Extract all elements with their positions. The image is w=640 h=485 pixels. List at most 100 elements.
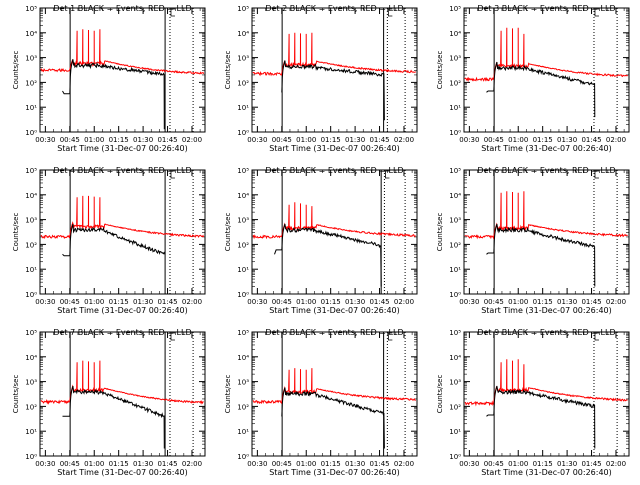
- panel-title: Det 7 BLACK = Events, RED = LLD: [53, 328, 191, 337]
- y-tick-label: 10²: [449, 403, 461, 411]
- y-tick-label: 10²: [25, 79, 37, 87]
- x-axis-label: Start Time (31-Dec-07 00:26:40): [481, 144, 612, 153]
- y-tick-label: 10²: [449, 241, 461, 249]
- y-tick-label: 10²: [237, 403, 249, 411]
- x-tick-label: 02:00: [606, 298, 626, 306]
- panel-title: Det 3 BLACK = Events, RED = LLD: [477, 4, 615, 13]
- y-tick-label: 10⁵: [449, 167, 461, 175]
- x-tick-label: 00:45: [272, 298, 292, 306]
- x-tick-label: 01:00: [508, 298, 528, 306]
- y-tick-label: 10⁴: [449, 192, 461, 200]
- x-tick-label: 01:45: [369, 298, 389, 306]
- x-tick-label: 00:45: [484, 298, 504, 306]
- x-tick-label: 00:30: [35, 136, 55, 144]
- x-tick-label: 02:00: [394, 460, 414, 468]
- panel-title: Det 2 BLACK = Events, RED = LLD: [265, 4, 403, 13]
- panel-title: Det 6 BLACK = Events, RED = LLD: [477, 166, 615, 175]
- x-tick-label: 01:15: [533, 460, 553, 468]
- x-tick-label: 01:00: [508, 460, 528, 468]
- panel-det-1: 10⁰ 10¹ 10² 10³ 10⁴ 10⁵ 00:30 00:45 01:00 01:15 01…: [12, 4, 206, 153]
- y-tick-label: 10⁰: [449, 129, 461, 137]
- panel-det-5: 10⁰ 10¹ 10² 10³ 10⁴ 10⁵ 00:30 00:45 01:00 01:15 01…: [224, 166, 418, 315]
- marker-bracket: [170, 332, 175, 341]
- y-tick-label: 10⁵: [449, 329, 461, 337]
- x-tick-label: 01:00: [84, 460, 104, 468]
- x-tick-label: 01:00: [508, 136, 528, 144]
- y-tick-label: 10¹: [449, 104, 461, 112]
- y-tick-label: 10³: [25, 55, 37, 63]
- events-series-line: [281, 60, 385, 121]
- x-tick-label: 01:00: [84, 136, 104, 144]
- x-tick-label: 01:15: [109, 298, 129, 306]
- x-tick-label: 00:30: [247, 298, 267, 306]
- x-tick-label: 01:15: [533, 136, 553, 144]
- y-tick-label: 10¹: [25, 266, 37, 274]
- y-tick-label: 10⁰: [237, 453, 249, 461]
- x-tick-label: 00:30: [35, 298, 55, 306]
- y-tick-label: 10¹: [237, 104, 249, 112]
- marker-bracket: [385, 170, 390, 179]
- lld-series-line: [40, 195, 205, 240]
- x-tick-label: 01:30: [557, 298, 577, 306]
- panel-det-3: 10⁰ 10¹ 10² 10³ 10⁴ 10⁵ 00:30 00:45 01:00 01:15 01…: [436, 4, 630, 153]
- x-tick-label: 01:30: [345, 460, 365, 468]
- y-axis-label: Counts/sec: [12, 375, 20, 414]
- panel-det-6: 10⁰ 10¹ 10² 10³ 10⁴ 10⁵ 00:30 00:45 01:00 01:15 01…: [436, 166, 630, 315]
- x-tick-label: 01:45: [369, 460, 389, 468]
- x-axis-label: Start Time (31-Dec-07 00:26:40): [269, 144, 400, 153]
- x-tick-label: 00:45: [272, 136, 292, 144]
- lld-series-line: [40, 29, 205, 75]
- y-tick-label: 10¹: [25, 104, 37, 112]
- plot-frame: [251, 7, 418, 133]
- lld-series-line: [464, 359, 628, 407]
- plot-frame: [463, 331, 630, 457]
- y-tick-label: 10³: [25, 217, 37, 225]
- y-tick-label: 10⁴: [25, 30, 37, 38]
- x-tick-label: 00:45: [484, 136, 504, 144]
- y-tick-label: 10⁴: [237, 354, 249, 362]
- y-tick-label: 10²: [449, 79, 461, 87]
- x-tick-label: 01:15: [321, 136, 341, 144]
- panel-title: Det 1 BLACK = Events, RED = LLD: [53, 4, 191, 13]
- x-tick-label: 00:45: [60, 298, 80, 306]
- events-series-line: [62, 223, 165, 257]
- x-axis-label: Start Time (31-Dec-07 00:26:40): [269, 306, 400, 315]
- y-tick-label: 10⁰: [25, 453, 37, 461]
- x-tick-label: 01:30: [133, 460, 153, 468]
- x-axis-label: Start Time (31-Dec-07 00:26:40): [57, 468, 188, 477]
- x-tick-label: 00:30: [459, 298, 479, 306]
- y-tick-label: 10⁰: [449, 453, 461, 461]
- x-tick-label: 01:30: [345, 136, 365, 144]
- x-tick-label: 01:45: [581, 298, 601, 306]
- y-tick-label: 10³: [449, 379, 461, 387]
- y-tick-label: 10¹: [449, 266, 461, 274]
- plot-frame: [251, 169, 418, 295]
- y-axis-label: Counts/sec: [224, 51, 232, 90]
- x-tick-label: 02:00: [394, 136, 414, 144]
- y-tick-label: 10⁴: [449, 354, 461, 362]
- x-tick-label: 02:00: [606, 460, 626, 468]
- y-tick-label: 10⁵: [237, 329, 249, 337]
- y-tick-label: 10⁵: [25, 5, 37, 13]
- panel-det-9: 10⁰ 10¹ 10² 10³ 10⁴ 10⁵ 00:30 00:45 01:00 01:15 01…: [436, 328, 630, 477]
- panel-title: Det 5 BLACK = Events, RED = LLD: [265, 166, 403, 175]
- panel-title: Det 9 BLACK = Events, RED = LLD: [477, 328, 615, 337]
- x-tick-label: 01:45: [157, 460, 177, 468]
- x-tick-label: 01:15: [533, 298, 553, 306]
- y-tick-label: 10⁰: [25, 129, 37, 137]
- x-tick-label: 01:30: [557, 136, 577, 144]
- x-tick-label: 00:45: [484, 460, 504, 468]
- x-tick-label: 01:45: [581, 460, 601, 468]
- lld-series-line: [464, 191, 628, 240]
- y-tick-label: 10⁴: [237, 30, 249, 38]
- panel-det-2: 10⁰ 10¹ 10² 10³ 10⁴ 10⁵ 00:30 00:45 01:00 01:15 01…: [224, 4, 418, 153]
- x-axis-label: Start Time (31-Dec-07 00:26:40): [269, 468, 400, 477]
- events-series-line: [62, 385, 165, 449]
- x-tick-label: 00:45: [60, 460, 80, 468]
- x-tick-label: 01:15: [109, 136, 129, 144]
- x-tick-label: 01:15: [321, 460, 341, 468]
- x-tick-label: 00:30: [35, 460, 55, 468]
- x-tick-label: 02:00: [182, 298, 202, 306]
